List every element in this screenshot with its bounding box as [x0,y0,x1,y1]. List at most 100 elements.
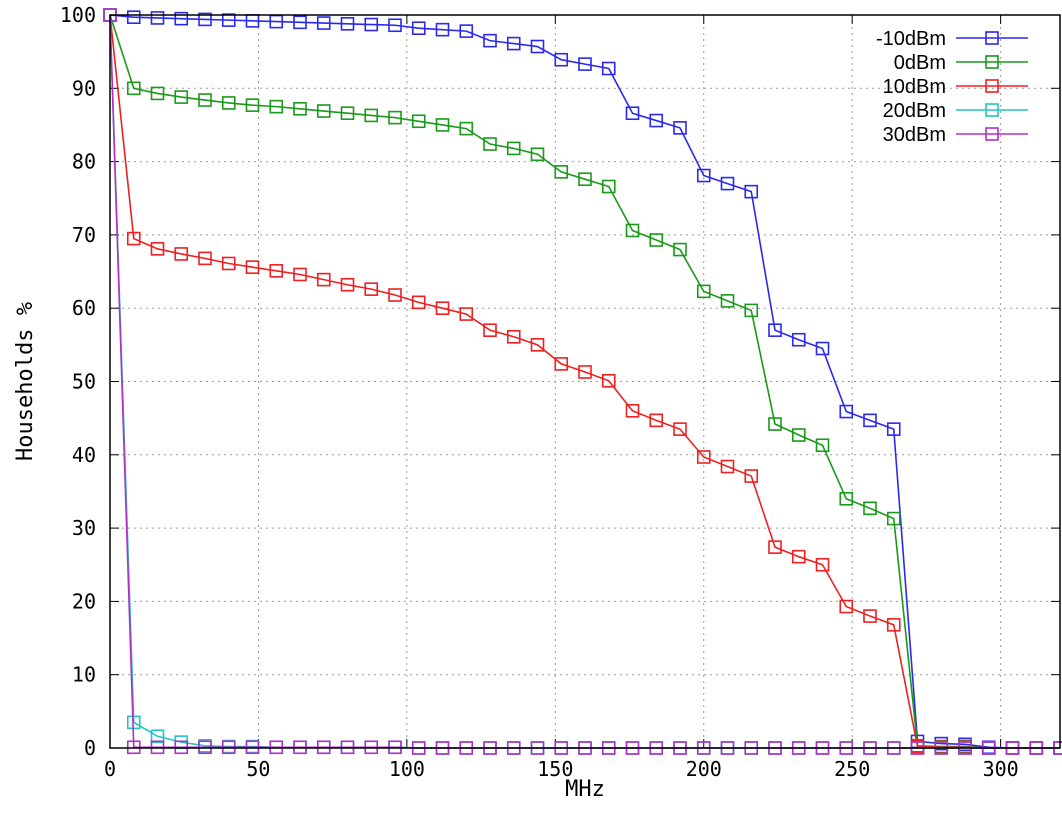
y-tick-label: 40 [72,443,96,467]
data-point [316,16,331,30]
data-point [815,438,830,453]
data-point [316,272,331,287]
legend-label: 30dBm [883,124,946,146]
y-tick-label: 20 [72,589,96,613]
data-point [696,284,711,299]
data-point [198,251,212,266]
data-point [293,15,307,30]
legend-swatch-marker [985,103,999,117]
data-point [174,90,189,104]
data-point [245,98,260,112]
data-point [221,256,236,271]
data-point [720,459,735,474]
data-point [744,184,759,199]
legend-swatch-marker [985,127,999,141]
data-point [293,102,307,116]
data-point [768,417,782,431]
data-point [506,36,521,51]
data-point [815,557,830,572]
data-point [483,33,497,48]
data-point [340,16,355,31]
data-point [720,176,735,191]
data-point [601,179,616,194]
grid [109,14,1060,749]
legend-swatch-marker [985,79,999,93]
y-tick-label: 90 [72,76,96,100]
data-point [554,357,569,371]
legend-swatch-marker [985,31,999,45]
data-point [174,11,189,26]
data-point [625,106,640,121]
data-point [530,147,545,162]
data-point [364,17,379,32]
data-point [435,118,450,132]
legend-label: 0dBm [894,52,946,74]
data-point [388,18,402,33]
data-point [863,413,877,428]
data-point [316,104,331,118]
data-point [673,242,687,257]
x-tick-label: 100 [389,757,425,781]
data-point [364,282,379,296]
data-point [601,373,616,388]
legend-item: 20dBm [883,100,1028,122]
y-tick-label: 80 [72,150,96,174]
y-tick-label: 0 [84,736,96,760]
legend-item: 10dBm [883,76,1028,98]
data-point [269,99,284,114]
data-point [863,609,877,623]
data-point [506,141,521,156]
data-point [198,93,212,107]
data-point [886,511,901,526]
data-point [601,61,616,76]
data-point [411,295,426,310]
data-point [126,231,141,246]
data-point [150,11,165,25]
data-point [649,413,664,428]
series-line [109,14,1060,749]
legend-label: 10dBm [883,76,946,98]
legend-item: -10dBm [876,28,1028,50]
data-point [340,106,355,121]
y-tick-label: 100 [60,3,96,27]
data-point [839,404,854,419]
y-axis-label: Households % [13,302,38,461]
data-point [245,260,260,274]
data-point [791,549,806,564]
data-point [483,323,497,337]
y-tick-label: 60 [72,296,96,320]
y-tick-label: 10 [72,663,96,687]
series-line [109,14,1060,749]
data-point [673,422,687,436]
data-point [696,450,711,464]
data-point [221,13,236,27]
data-point [174,247,189,261]
data-point [696,168,711,183]
plot-frame [109,14,1061,749]
data-point [791,332,806,347]
data-point [791,428,806,442]
data-point [150,86,165,101]
data-point [768,323,782,337]
data-point [886,618,901,632]
data-point [554,52,569,67]
tick-labels: 0 10 20 30 40 50 60 70 80 90 100 0 50 100 150 200 250 300 [60,3,1019,781]
data-point [886,422,901,436]
data-point [435,22,450,37]
legend-item: 30dBm [883,124,1028,146]
legend-swatch-marker [985,55,999,69]
data-point [720,294,735,308]
data-point [221,96,236,110]
x-tick-label: 0 [104,757,116,781]
data-point [530,39,545,54]
data-point [578,172,592,186]
data-point [815,341,830,356]
data-point [506,329,521,344]
data-point [578,57,592,71]
data-point [126,10,141,24]
x-tick-label: 150 [537,757,573,781]
x-tick-label: 300 [983,757,1019,781]
data-point [483,137,497,151]
data-point [863,501,877,516]
